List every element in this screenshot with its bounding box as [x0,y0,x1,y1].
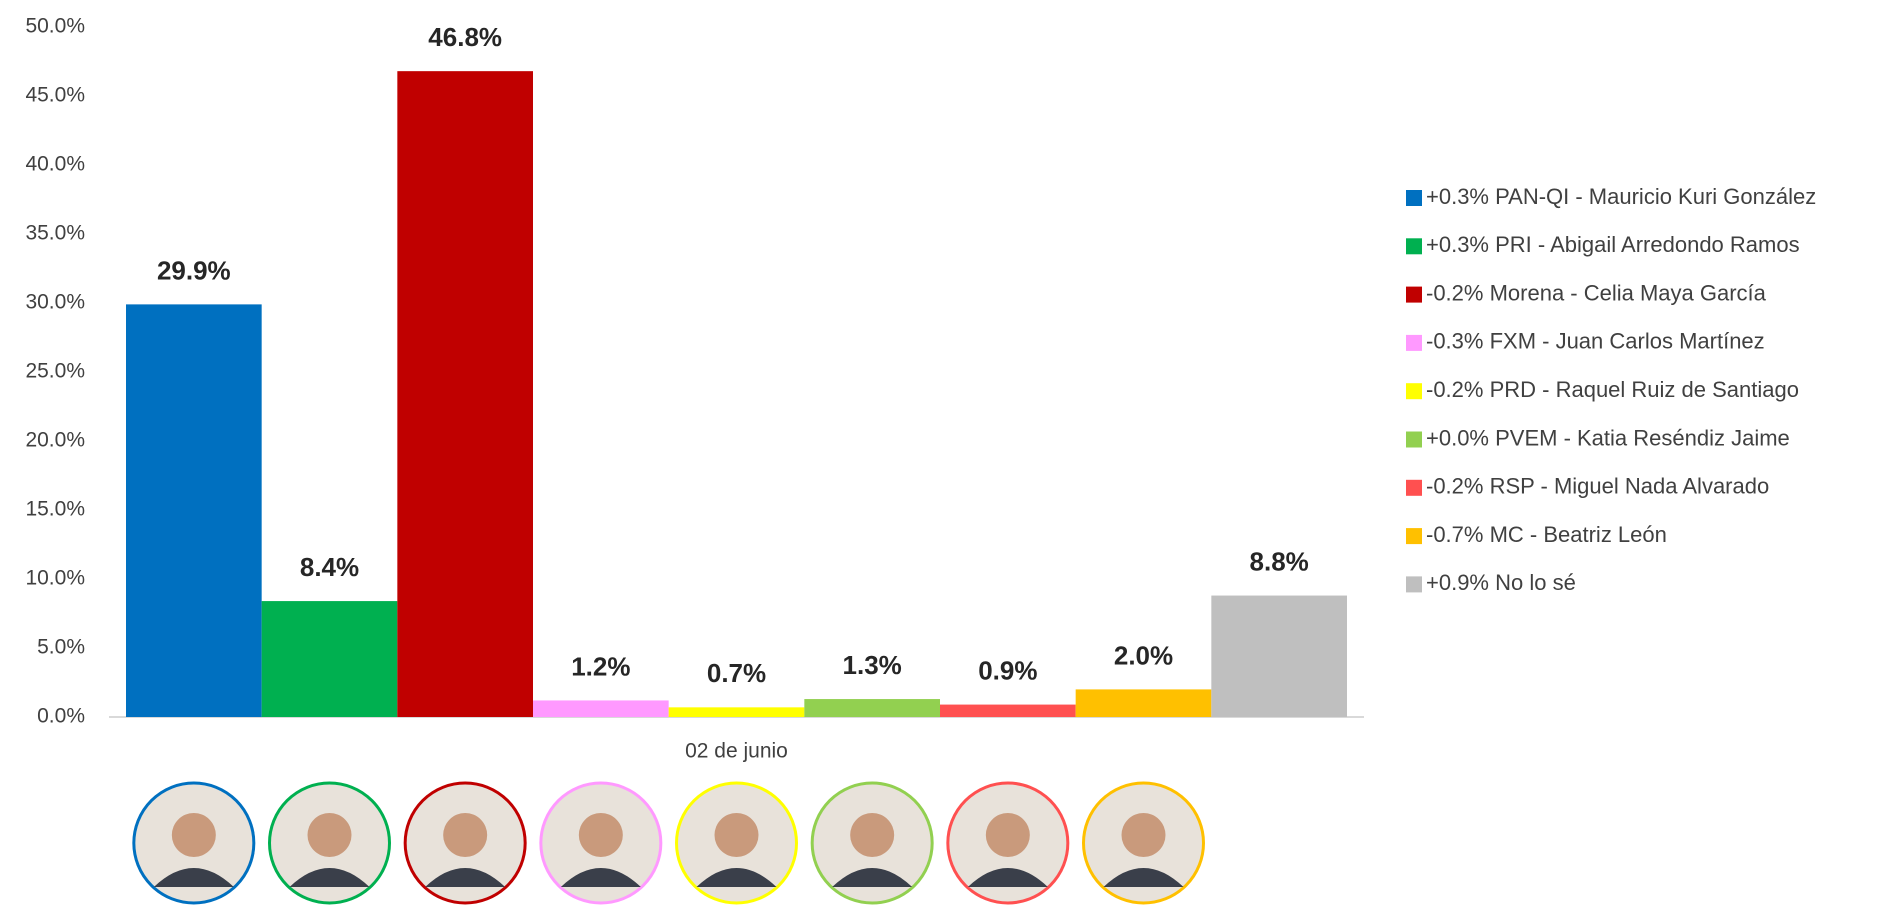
value-label: 0.7% [707,658,766,688]
value-label: 2.0% [1114,640,1173,670]
candidate-head [171,813,216,857]
value-label: 1.3% [843,650,902,680]
bar [1075,689,1212,717]
legend-label: -0.7% MC - Beatriz León [1426,522,1667,547]
candidate-body [425,868,506,887]
y-tick-label: 45.0% [25,84,85,107]
y-tick-label: 10.0% [25,567,85,590]
legend-swatch [1406,576,1422,593]
candidate-head [443,813,488,857]
bar [804,699,940,717]
candidate-body [967,868,1048,887]
candidate-head [1121,813,1166,857]
value-label: 8.8% [1250,546,1309,576]
y-tick-label: 20.0% [25,429,85,452]
bar [1211,595,1347,717]
legend-label: +0.3% PRI - Abigail Arredondo Ramos [1426,232,1800,257]
legend-label: +0.3% PAN-QI - Mauricio Kuri González [1426,184,1816,209]
y-tick-label: 5.0% [37,636,85,659]
y-tick-label: 0.0% [37,705,85,728]
bar [261,601,398,717]
candidate-head [714,813,759,857]
bar [533,700,669,717]
legend-swatch [1406,383,1422,400]
candidate-body [153,868,234,887]
y-tick-label: 30.0% [25,291,85,314]
y-tick-label: 50.0% [25,15,85,38]
candidate-head [850,813,895,857]
value-label: 46.8% [428,22,502,52]
legend-swatch [1406,479,1422,496]
y-tick-label: 35.0% [25,222,85,245]
candidate-body [832,868,913,887]
value-label: 8.4% [300,552,359,582]
candidate-body [1103,868,1184,887]
legend-label: -0.2% RSP - Miguel Nada Alvarado [1426,474,1769,499]
y-tick-label: 15.0% [25,498,85,521]
y-tick-label: 40.0% [25,153,85,176]
bar [126,304,262,717]
legend-swatch [1406,190,1422,206]
candidate-head [578,813,623,857]
legend-label: +0.9% No lo sé [1426,570,1576,595]
legend-swatch [1406,286,1422,303]
bar [668,707,805,717]
legend-swatch [1406,431,1422,448]
candidate-body [289,868,370,887]
y-tick-label: 25.0% [25,360,85,383]
bar [940,704,1076,717]
candidate-head [307,813,352,857]
candidate-body [696,868,777,887]
value-label: 1.2% [571,651,630,681]
value-label: 29.9% [157,255,231,285]
legend-label: -0.2% Morena - Celia Maya García [1426,280,1767,305]
legend-label: -0.2% PRD - Raquel Ruiz de Santiago [1426,377,1799,402]
bar [397,71,533,717]
candidate-head [985,813,1030,857]
candidate-body [560,868,641,887]
value-label: 0.9% [978,655,1037,685]
legend-label: +0.0% PVEM - Katia Reséndiz Jaime [1426,425,1790,450]
legend-swatch [1406,528,1422,545]
legend-swatch [1406,238,1422,255]
x-tick-label: 02 de junio [685,740,788,763]
legend-label: -0.3% FXM - Juan Carlos Martínez [1426,329,1765,354]
legend-swatch [1406,334,1422,351]
